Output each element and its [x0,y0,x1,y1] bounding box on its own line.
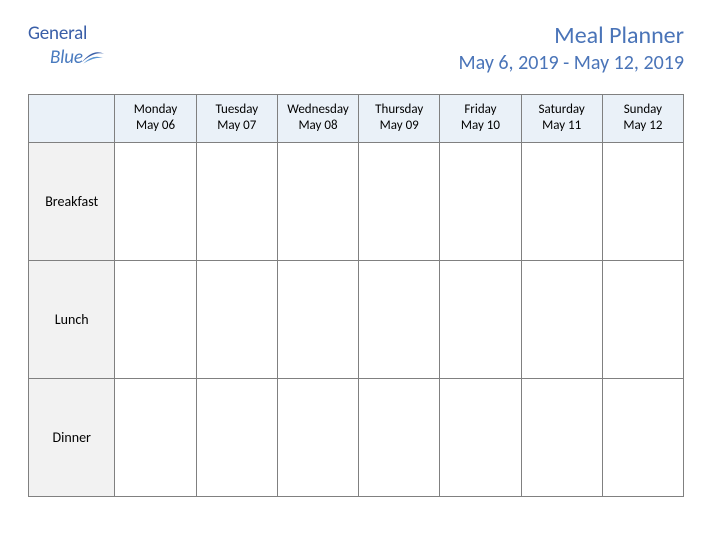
col-head-monday: Monday May 06 [115,94,196,142]
day-name: Friday [442,102,518,118]
cell-lunch-sat[interactable] [521,260,602,378]
logo-word-blue: Blue [28,48,83,68]
row-dinner: Dinner [29,378,684,496]
cell-breakfast-thu[interactable] [359,142,440,260]
header-row: Monday May 06 Tuesday May 07 Wednesday M… [29,94,684,142]
cell-dinner-fri[interactable] [440,378,521,496]
cell-lunch-fri[interactable] [440,260,521,378]
cell-breakfast-wed[interactable] [277,142,358,260]
day-name: Wednesday [280,102,356,118]
cell-breakfast-sat[interactable] [521,142,602,260]
cell-dinner-mon[interactable] [115,378,196,496]
corner-cell [29,94,115,142]
header: General Blue Meal Planner May 6, 2019 - … [28,22,684,76]
cell-breakfast-sun[interactable] [602,142,683,260]
meal-planner-page: General Blue Meal Planner May 6, 2019 - … [0,0,712,525]
row-breakfast: Breakfast [29,142,684,260]
cell-breakfast-mon[interactable] [115,142,196,260]
cell-dinner-sun[interactable] [602,378,683,496]
col-head-wednesday: Wednesday May 08 [277,94,358,142]
meal-head-dinner: Dinner [29,378,115,496]
day-date: May 11 [524,118,600,134]
logo-bottom-row: Blue [28,44,107,72]
logo-text: General Blue [28,24,107,72]
cell-breakfast-tue[interactable] [196,142,277,260]
day-name: Thursday [361,102,437,118]
title-block: Meal Planner May 6, 2019 - May 12, 2019 [459,22,684,76]
col-head-tuesday: Tuesday May 07 [196,94,277,142]
meal-planner-table: Monday May 06 Tuesday May 07 Wednesday M… [28,94,684,497]
row-lunch: Lunch [29,260,684,378]
meal-head-lunch: Lunch [29,260,115,378]
day-name: Tuesday [199,102,275,118]
day-name: Saturday [524,102,600,118]
day-date: May 12 [605,118,681,134]
cell-lunch-mon[interactable] [115,260,196,378]
col-head-saturday: Saturday May 11 [521,94,602,142]
logo-word-general: General [28,24,107,44]
col-head-sunday: Sunday May 12 [602,94,683,142]
cell-dinner-tue[interactable] [196,378,277,496]
day-name: Sunday [605,102,681,118]
day-date: May 06 [117,118,193,134]
cell-lunch-wed[interactable] [277,260,358,378]
day-name: Monday [117,102,193,118]
cell-dinner-wed[interactable] [277,378,358,496]
cell-dinner-thu[interactable] [359,378,440,496]
cell-lunch-tue[interactable] [196,260,277,378]
day-date: May 07 [199,118,275,134]
generalblue-logo: General Blue [28,22,107,72]
swoosh-icon [79,44,107,72]
date-range: May 6, 2019 - May 12, 2019 [459,51,684,76]
day-date: May 08 [280,118,356,134]
meal-head-breakfast: Breakfast [29,142,115,260]
day-date: May 10 [442,118,518,134]
col-head-thursday: Thursday May 09 [359,94,440,142]
day-date: May 09 [361,118,437,134]
cell-lunch-thu[interactable] [359,260,440,378]
cell-breakfast-fri[interactable] [440,142,521,260]
page-title: Meal Planner [459,22,684,51]
col-head-friday: Friday May 10 [440,94,521,142]
cell-lunch-sun[interactable] [602,260,683,378]
cell-dinner-sat[interactable] [521,378,602,496]
